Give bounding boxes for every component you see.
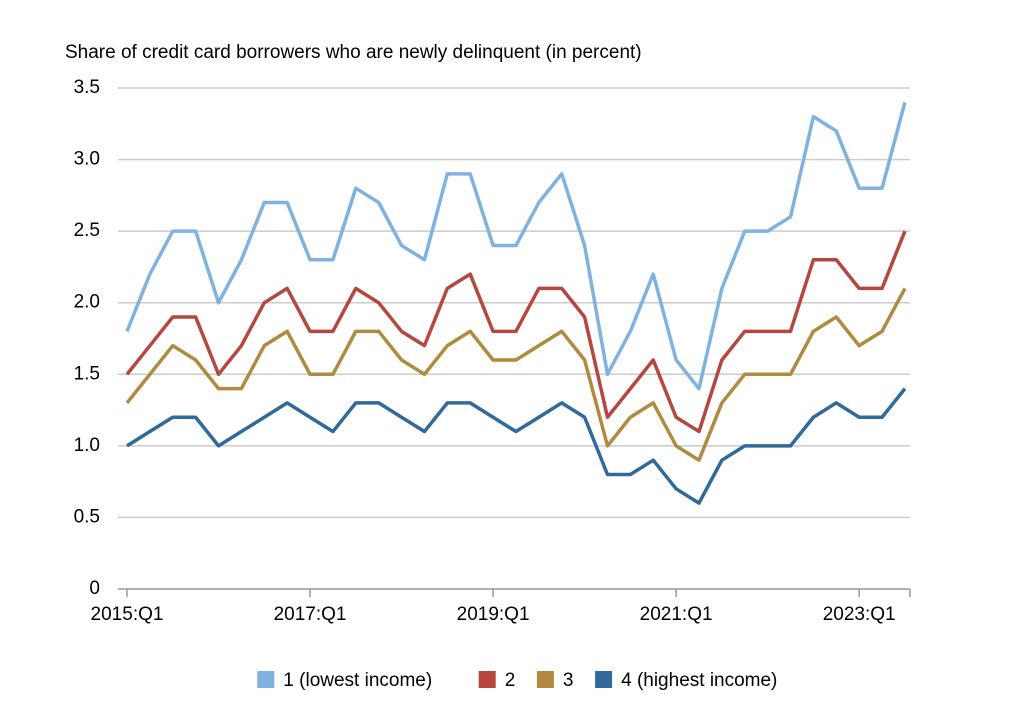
y-tick-label: 3.0: [74, 149, 100, 170]
legend-label: 3: [563, 670, 574, 691]
x-tick-label: 2021:Q1: [640, 604, 713, 625]
legend-label: 1 (lowest income): [283, 670, 432, 691]
y-tick-label: 2.5: [74, 220, 100, 241]
y-tick-label: 2.0: [74, 292, 100, 313]
chart-title: Share of credit card borrowers who are n…: [65, 42, 642, 63]
x-tick-label: 2023:Q1: [823, 604, 896, 625]
legend-swatch: [595, 671, 613, 688]
series-line: [125, 101, 907, 391]
legend-label: 4 (highest income): [621, 670, 777, 691]
x-tick-label: 2017:Q1: [274, 604, 347, 625]
y-tick-label: 1.5: [74, 363, 100, 384]
series-line: [126, 387, 907, 505]
legend-swatch: [478, 671, 496, 688]
y-tick-label: 0.5: [74, 506, 100, 527]
y-tick-label: 3.5: [74, 77, 100, 98]
series-line: [125, 230, 907, 434]
y-tick-label: 1.0: [74, 435, 100, 456]
x-tick-label: 2019:Q1: [457, 604, 530, 625]
series-line: [125, 287, 907, 462]
legend-label: 2: [505, 670, 516, 691]
legend-swatch: [257, 671, 275, 688]
x-tick-label: 2015:Q1: [91, 604, 164, 625]
legend-swatch: [536, 671, 554, 688]
y-tick-label: 0: [89, 578, 100, 599]
